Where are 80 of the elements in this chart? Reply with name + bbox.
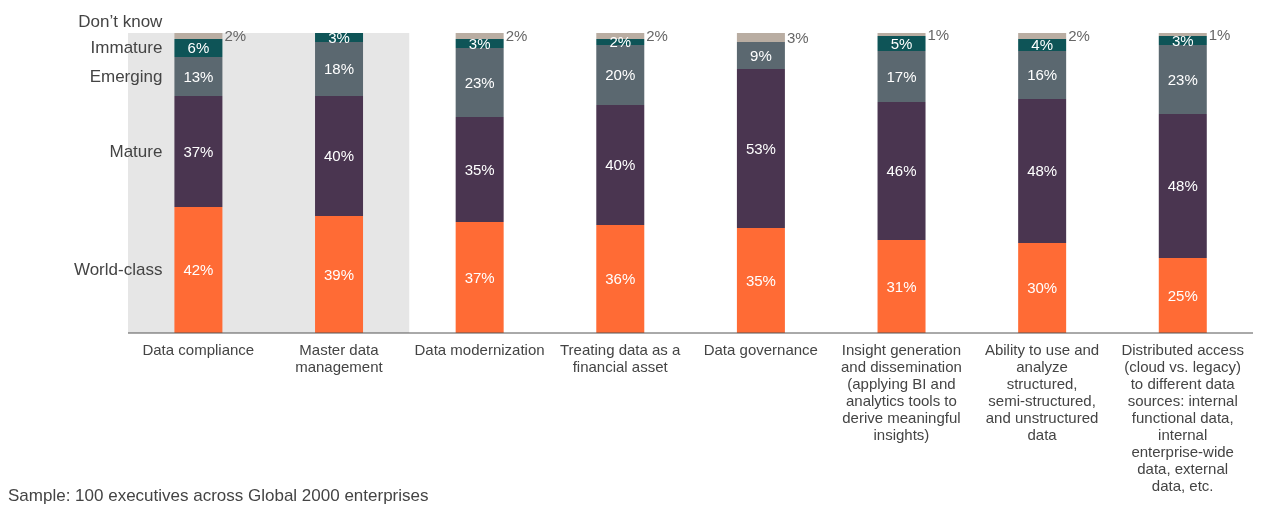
- data-label: 2%: [646, 27, 668, 44]
- x-tick-label: Ability to use and analyze structured, semi-structured, and unstructured data: [984, 341, 1100, 443]
- bar: [315, 96, 364, 216]
- data-label: 3%: [786, 28, 809, 46]
- series-label: Mature: [109, 141, 163, 161]
- data-label: 4%: [1031, 36, 1053, 53]
- data-label: 35%: [745, 271, 776, 289]
- x-tick-label: Data governance: [703, 341, 818, 358]
- data-label: 5%: [890, 34, 913, 52]
- data-label: 3%: [468, 34, 491, 52]
- data-label: 37%: [183, 142, 214, 160]
- bar: [1018, 51, 1067, 99]
- data-label: 40%: [605, 156, 636, 173]
- bar: [596, 45, 645, 105]
- bar: [1158, 33, 1207, 36]
- bar: [174, 33, 223, 39]
- bar: [736, 33, 785, 42]
- bar: [455, 117, 504, 222]
- bar: [315, 42, 364, 96]
- data-label: 40%: [324, 147, 355, 164]
- bar: [174, 96, 223, 207]
- data-label: 3%: [1171, 31, 1194, 49]
- bar: [596, 105, 645, 225]
- data-label: 3%: [328, 28, 350, 46]
- data-label: 46%: [886, 162, 917, 179]
- data-label: 48%: [1167, 177, 1198, 194]
- data-label: 37%: [464, 268, 495, 286]
- data-label: 30%: [1027, 279, 1058, 296]
- data-label: 1%: [927, 25, 950, 43]
- data-label: 35%: [464, 160, 495, 178]
- data-label: 16%: [1027, 66, 1058, 83]
- data-label: 23%: [1167, 70, 1198, 88]
- x-tick-label: Treating data as a financial asset: [560, 341, 682, 375]
- series-label: Don’t know: [78, 12, 164, 31]
- x-tick-label: Data modernization: [414, 341, 545, 358]
- data-label: 36%: [605, 270, 636, 287]
- bar: [736, 69, 785, 228]
- bar: [877, 102, 926, 240]
- x-tick-label: Insight generation and dissemination (applying BI and analytics tools to derive meaningful insights): [840, 341, 962, 443]
- bar: [1158, 45, 1207, 114]
- data-label: 42%: [183, 261, 214, 278]
- x-tick-label: Master data management: [295, 341, 384, 375]
- category-label: Distributed access (cloud vs. legacy) to different data sources: internal functional data, internal enterprise-wide data, external data, etc.: [1121, 341, 1244, 494]
- data-label: 2%: [505, 27, 528, 44]
- bar: [1158, 114, 1207, 258]
- bar: [455, 48, 504, 117]
- data-label: 1%: [1208, 25, 1231, 43]
- bar: [455, 222, 504, 333]
- bar: [877, 240, 926, 333]
- data-label: 9%: [750, 46, 772, 64]
- data-label: 6%: [187, 39, 210, 56]
- data-label: 17%: [886, 67, 917, 85]
- bar: [1018, 33, 1067, 39]
- x-tick-label: Data compliance: [142, 341, 255, 358]
- bar: [1018, 243, 1067, 333]
- data-label: 48%: [1027, 162, 1058, 179]
- data-label: 53%: [745, 139, 776, 157]
- data-label: 25%: [1167, 286, 1198, 304]
- data-label: 20%: [605, 66, 636, 83]
- bar: [596, 225, 645, 333]
- data-label: 18%: [324, 60, 355, 77]
- data-label: 31%: [886, 277, 917, 295]
- series-label: World-class: [73, 260, 163, 279]
- bar: [174, 57, 223, 96]
- series-label: Immature: [90, 38, 163, 57]
- series-label: Emerging: [89, 66, 163, 86]
- bar: [877, 51, 926, 102]
- data-label: 2%: [224, 27, 247, 44]
- data-label: 39%: [324, 265, 355, 283]
- bar: [1158, 258, 1207, 333]
- bar: [455, 33, 504, 39]
- bar: [174, 207, 223, 333]
- bar: [877, 33, 926, 36]
- data-label: 13%: [183, 67, 214, 85]
- bar: [1018, 99, 1067, 243]
- bar: [315, 216, 364, 333]
- bar: [736, 228, 785, 333]
- data-label: 2%: [1068, 27, 1090, 44]
- text: Sample: 100 executives across Global 2000 enterprises: [8, 486, 429, 506]
- data-label: 23%: [464, 73, 495, 91]
